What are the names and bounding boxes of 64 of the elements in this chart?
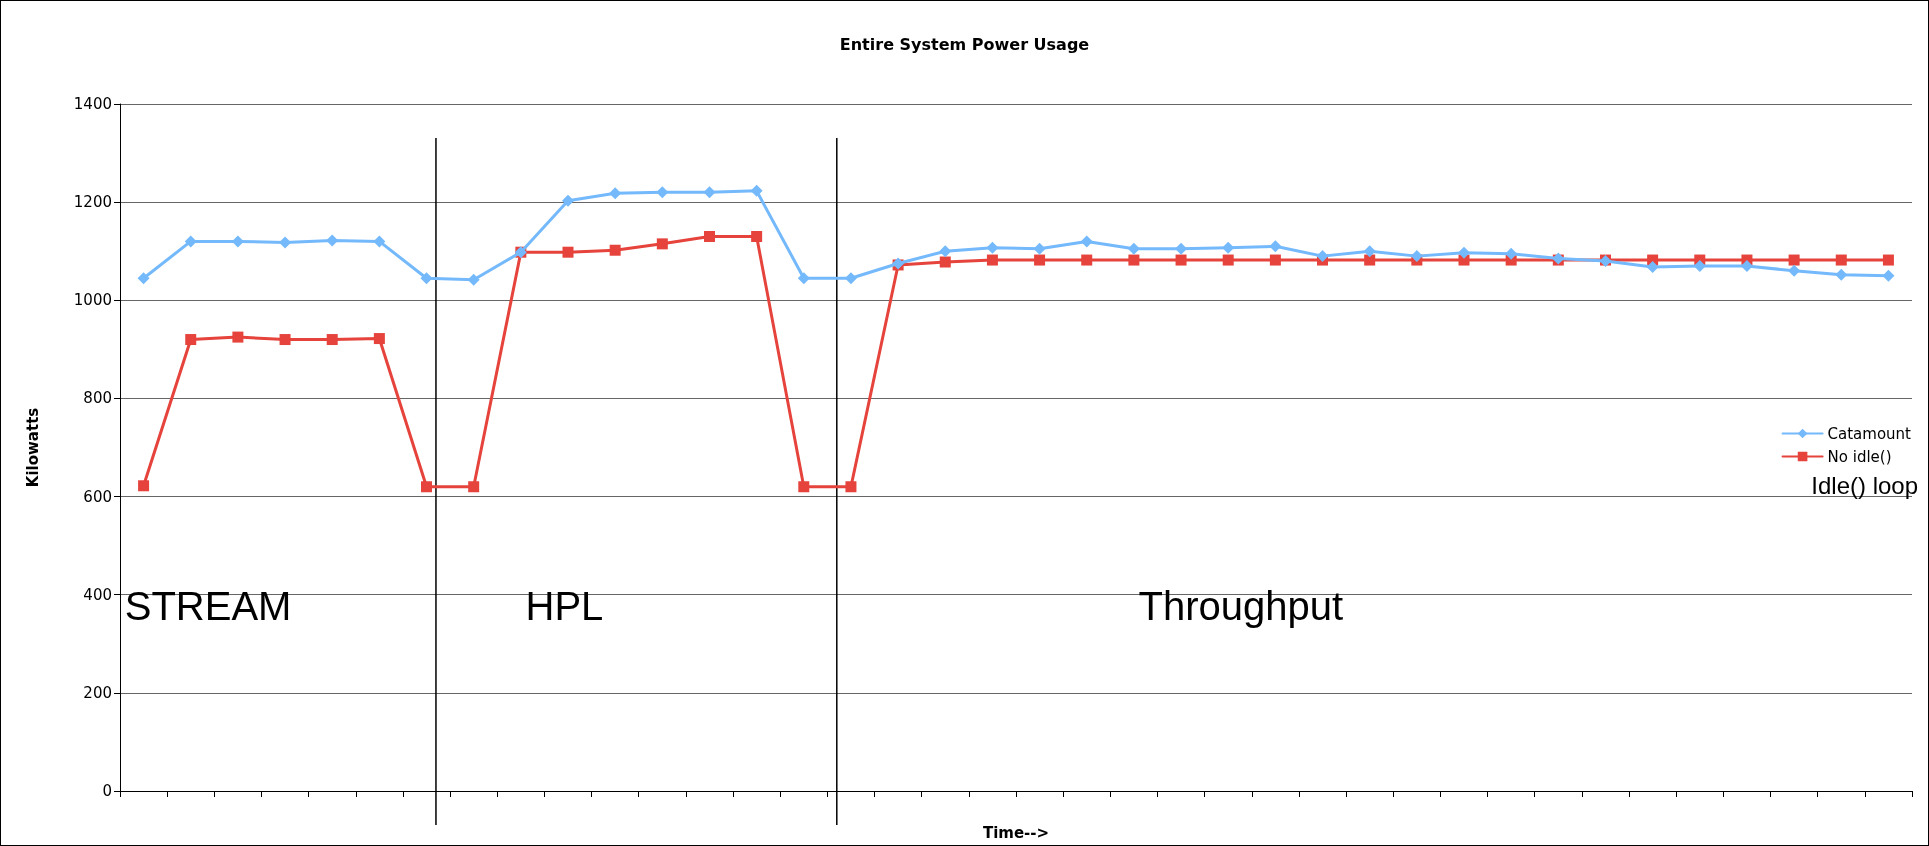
point bbox=[138, 480, 150, 492]
legend-label: No idle() bbox=[1827, 447, 1892, 466]
annotation: STREAM bbox=[124, 583, 292, 628]
point bbox=[1835, 268, 1848, 281]
point bbox=[185, 334, 197, 346]
point bbox=[279, 334, 291, 346]
point bbox=[1222, 254, 1234, 266]
point bbox=[797, 272, 810, 285]
point bbox=[609, 244, 621, 256]
point bbox=[373, 235, 386, 248]
point bbox=[468, 481, 480, 493]
y-tick-label: 600 bbox=[83, 487, 112, 506]
chart-title: Entire System Power Usage bbox=[839, 34, 1090, 54]
point bbox=[1646, 260, 1659, 273]
point bbox=[1458, 254, 1470, 266]
point bbox=[1363, 245, 1376, 258]
y-tick-label: 1000 bbox=[73, 291, 112, 310]
point bbox=[1882, 254, 1894, 266]
point bbox=[1505, 247, 1518, 260]
point bbox=[562, 246, 574, 258]
y-tick-label: 800 bbox=[83, 389, 112, 408]
point bbox=[326, 334, 338, 346]
point bbox=[1128, 254, 1140, 266]
point bbox=[939, 256, 951, 268]
point bbox=[1882, 269, 1895, 282]
point bbox=[703, 230, 715, 242]
point bbox=[1269, 254, 1281, 266]
point bbox=[986, 254, 998, 266]
point bbox=[798, 481, 810, 493]
point bbox=[1316, 250, 1329, 263]
point bbox=[703, 186, 716, 199]
point bbox=[1081, 254, 1093, 266]
point bbox=[1034, 254, 1046, 266]
point bbox=[656, 238, 668, 250]
point bbox=[845, 481, 857, 493]
point bbox=[1269, 240, 1282, 253]
y-axis-title: Kilowatts bbox=[23, 407, 42, 488]
y-tick-label: 1200 bbox=[73, 193, 112, 212]
point bbox=[939, 245, 952, 258]
point bbox=[750, 184, 763, 197]
x-axis-title: Time--> bbox=[982, 823, 1050, 842]
point bbox=[986, 241, 999, 254]
y-tick-label: 1400 bbox=[73, 95, 112, 113]
point bbox=[1364, 254, 1376, 266]
point bbox=[373, 333, 385, 345]
point bbox=[1458, 246, 1470, 259]
y-tick-label: 400 bbox=[83, 585, 112, 604]
point bbox=[1127, 242, 1140, 255]
y-tick-label: 200 bbox=[83, 683, 112, 702]
annotation: Throughput bbox=[1138, 583, 1344, 628]
y-tick-label: 0 bbox=[102, 782, 112, 800]
annotation: Idle() loop bbox=[1811, 471, 1919, 499]
point bbox=[1788, 264, 1801, 277]
point bbox=[137, 272, 150, 285]
point bbox=[1788, 254, 1800, 266]
point bbox=[232, 331, 244, 343]
point bbox=[421, 481, 433, 493]
point bbox=[1835, 254, 1847, 266]
point bbox=[1175, 254, 1187, 266]
point bbox=[1080, 235, 1093, 248]
legend-label: Catamount bbox=[1827, 424, 1912, 443]
annotation: HPL bbox=[525, 583, 604, 628]
point bbox=[751, 230, 763, 242]
point bbox=[562, 194, 574, 207]
